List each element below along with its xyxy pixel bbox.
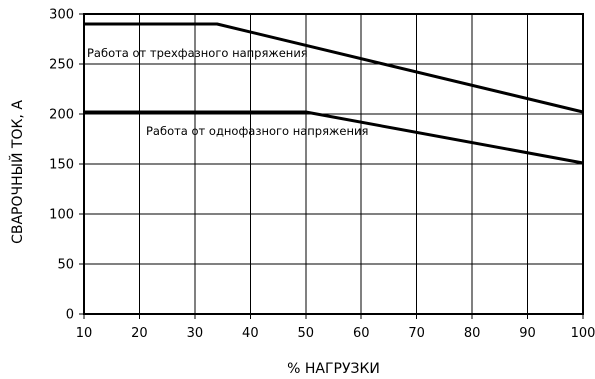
y-tick-label: 150 xyxy=(49,158,74,173)
y-axis-ticks: 0 50 100 150 200 250 300 xyxy=(49,8,84,323)
y-axis-label: СВАРОЧНЫЙ ТОК, А xyxy=(8,100,26,244)
x-tick-label: 90 xyxy=(519,326,536,341)
series-labels: Работа от трехфазного напряжения Работа о… xyxy=(87,46,368,138)
x-tick-label: 40 xyxy=(242,326,259,341)
series-label-single-phase: Работа от однофазного напряжения xyxy=(146,124,368,138)
x-tick-label: 50 xyxy=(298,326,315,341)
series-line-three-phase xyxy=(84,22,584,114)
x-tick-label: 70 xyxy=(408,326,425,341)
series-line-single-phase xyxy=(84,110,584,165)
y-tick-label: 300 xyxy=(49,8,74,23)
series-layer xyxy=(84,22,584,165)
series-label-three-phase: Работа от трехфазного напряжения xyxy=(87,46,308,60)
x-axis-ticks: 10 20 30 40 50 60 70 80 90 100 xyxy=(76,314,595,341)
y-tick-label: 100 xyxy=(49,208,74,223)
x-tick-label: 10 xyxy=(76,326,93,341)
x-tick-label: 80 xyxy=(464,326,481,341)
y-tick-label: 50 xyxy=(57,258,74,273)
x-tick-label: 100 xyxy=(571,326,595,341)
x-axis-label: % НАГРУЗКИ xyxy=(287,361,380,377)
x-tick-label: 30 xyxy=(187,326,204,341)
y-tick-label: 200 xyxy=(49,108,74,123)
x-tick-label: 60 xyxy=(353,326,370,341)
x-tick-label: 20 xyxy=(131,326,148,341)
y-tick-label: 250 xyxy=(49,58,74,73)
y-tick-label: 0 xyxy=(66,308,74,323)
